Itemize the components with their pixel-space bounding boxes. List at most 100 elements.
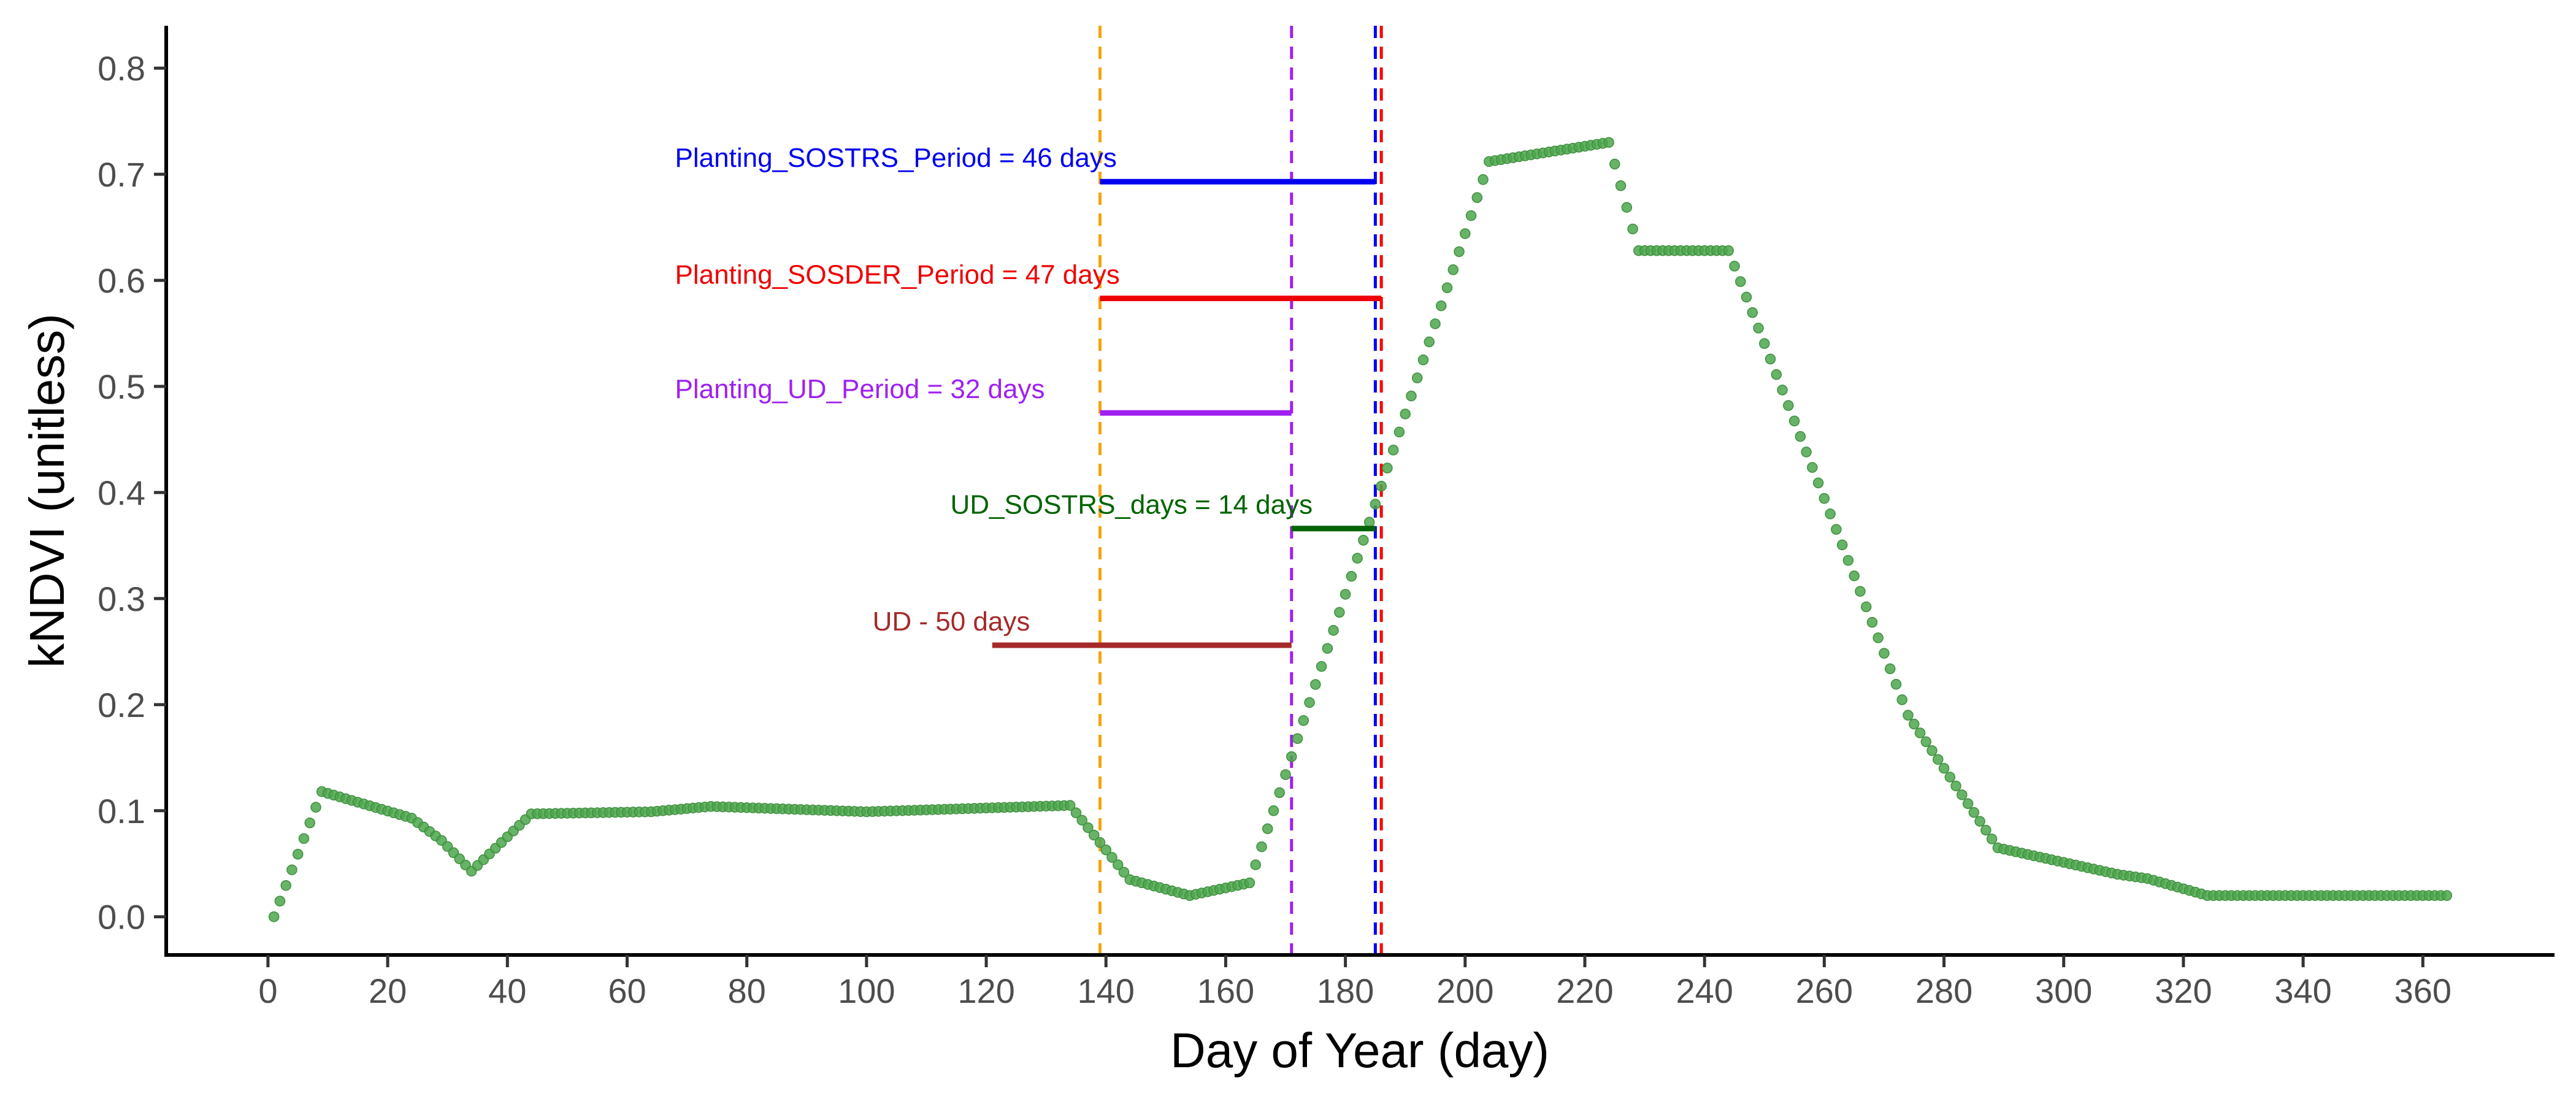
- data-point: [304, 817, 315, 829]
- y-tick-label: 0.6: [98, 261, 145, 300]
- data-point: [1441, 282, 1453, 293]
- data-point: [1980, 824, 1991, 836]
- x-tick-label: 340: [2274, 972, 2331, 1010]
- data-point: [1753, 323, 1764, 334]
- data-point: [1938, 762, 1950, 774]
- data-point: [1118, 867, 1130, 878]
- data-point: [1352, 553, 1363, 564]
- data-point: [1376, 480, 1387, 492]
- data-point: [1460, 228, 1471, 239]
- x-axis-ticks: 0 20 40 60 80 100 120 140 160 180 200 220 240 260 280 3…: [258, 955, 2451, 1010]
- x-tick-label: 80: [728, 972, 766, 1010]
- data-point: [1346, 570, 1357, 582]
- data-point: [1447, 264, 1459, 275]
- y-axis-title: kNDVI (unitless): [20, 313, 74, 668]
- data-point: [1825, 508, 1836, 519]
- annotation-label-0: Planting_SOSTRS_Period = 46 days: [675, 143, 1117, 173]
- data-point: [1968, 807, 1980, 818]
- data-point: [1933, 754, 1944, 765]
- y-tick-label: 0.5: [98, 367, 145, 406]
- data-point: [1795, 431, 1806, 442]
- data-point: [280, 880, 291, 891]
- data-point: [1908, 718, 1920, 730]
- y-tick-label: 0.4: [98, 473, 145, 512]
- annotation-label-3: UD_SOSTRS_days = 14 days: [950, 490, 1313, 520]
- data-point: [1866, 616, 1878, 628]
- data-point: [1430, 318, 1441, 329]
- x-tick-label: 180: [1317, 972, 1374, 1010]
- x-axis-title: Day of Year (day): [1170, 1023, 1549, 1078]
- data-point: [1322, 643, 1333, 654]
- data-point: [1088, 829, 1100, 841]
- data-point: [1873, 632, 1884, 643]
- data-point: [1765, 353, 1776, 365]
- data-point: [1478, 174, 1489, 185]
- data-point: [1855, 586, 1866, 597]
- y-tick-label: 0.1: [98, 792, 145, 830]
- data-point: [1358, 535, 1369, 546]
- data-point: [1788, 415, 1800, 427]
- x-tick-label: 120: [957, 972, 1014, 1010]
- y-tick-label: 0.2: [98, 686, 145, 724]
- data-point: [1083, 822, 1094, 834]
- data-point: [1363, 516, 1375, 528]
- data-point: [1112, 859, 1124, 870]
- y-tick-label: 0.8: [98, 49, 145, 88]
- data-point: [1262, 823, 1273, 834]
- data-point: [1807, 462, 1818, 473]
- data-point: [1603, 137, 1614, 148]
- data-point: [1615, 180, 1627, 191]
- data-point: [1896, 694, 1907, 705]
- data-point: [1064, 800, 1076, 811]
- x-tick-label: 240: [1676, 972, 1733, 1010]
- data-point: [1268, 805, 1279, 816]
- data-point: [1316, 661, 1327, 672]
- data-point: [1417, 355, 1429, 366]
- data-point: [1920, 736, 1932, 748]
- data-point: [1328, 625, 1339, 636]
- data-point: [1926, 745, 1938, 756]
- data-point: [286, 864, 297, 875]
- data-point: [1370, 499, 1381, 510]
- data-point: [1831, 524, 1842, 535]
- data-point: [1304, 697, 1315, 708]
- data-point: [298, 833, 310, 844]
- data-point: [1801, 447, 1812, 458]
- y-tick-label: 0.7: [98, 155, 145, 194]
- x-tick-label: 200: [1436, 972, 1493, 1010]
- x-tick-label: 0: [258, 972, 277, 1010]
- x-tick-label: 100: [838, 972, 895, 1010]
- data-point: [1741, 291, 1752, 303]
- data-point: [1771, 369, 1782, 380]
- data-point: [1334, 607, 1345, 618]
- data-point: [1393, 426, 1405, 438]
- data-point: [1884, 663, 1896, 675]
- data-point: [1387, 445, 1399, 456]
- x-tick-label: 220: [1556, 972, 1613, 1010]
- y-axis-ticks: 0.0 0.1 0.2 0.3 0.4 0.5 0.6 0.7 0.8: [98, 49, 166, 937]
- data-point: [310, 802, 321, 813]
- data-point: [1729, 261, 1740, 272]
- annotation-segments: [992, 178, 1382, 648]
- annotation-label-4: UD - 50 days: [873, 607, 1030, 637]
- data-point: [1076, 815, 1087, 826]
- annotation-labels: Planting_SOSTRS_Period = 46 days Planting…: [675, 143, 1313, 637]
- annotation-label-2: Planting_UD_Period = 32 days: [675, 374, 1045, 404]
- x-tick-label: 300: [2035, 972, 2092, 1010]
- data-point: [1759, 338, 1770, 349]
- data-point: [1812, 477, 1824, 489]
- data-point: [1974, 816, 1985, 827]
- data-point: [1250, 859, 1261, 870]
- y-tick-label: 0.3: [98, 580, 145, 618]
- data-point: [1944, 772, 1956, 783]
- data-point: [1914, 727, 1926, 738]
- y-tick-label: 0.0: [98, 898, 145, 937]
- x-tick-label: 360: [2394, 972, 2451, 1010]
- data-point: [268, 911, 280, 922]
- data-point: [1890, 678, 1902, 690]
- data-point: [1465, 210, 1477, 221]
- data-point: [1256, 841, 1267, 853]
- x-tick-label: 40: [488, 972, 526, 1010]
- x-tick-label: 160: [1197, 972, 1254, 1010]
- data-point: [1819, 493, 1830, 504]
